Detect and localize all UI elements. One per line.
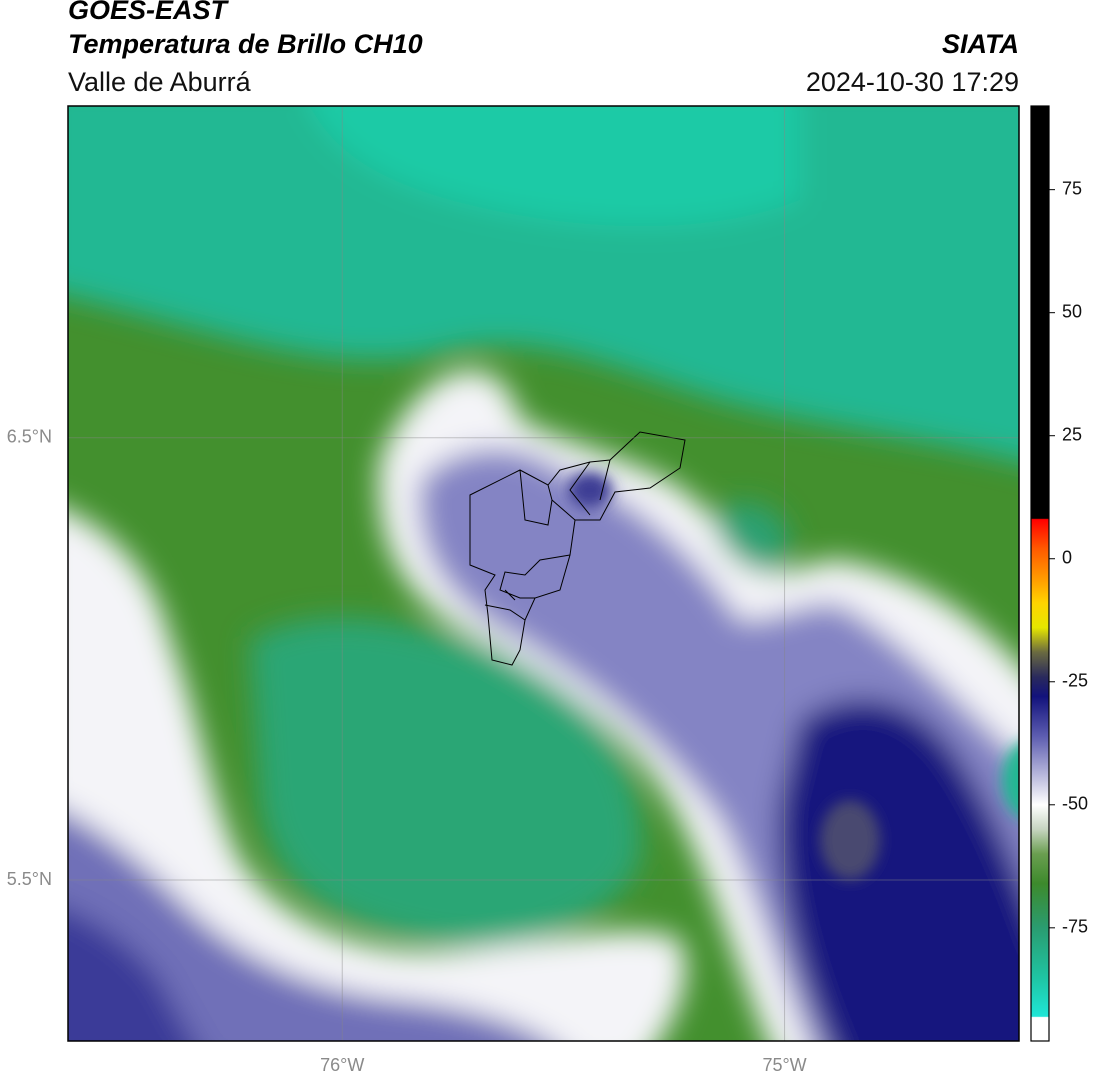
subtitle: Temperatura de Brillo CH10 xyxy=(68,29,423,59)
colorbar-tick-label: 25 xyxy=(1062,424,1082,444)
municipal-boundaries xyxy=(469,431,686,666)
plot-frame xyxy=(67,105,1020,1042)
datetime: 2024-10-30 17:29 xyxy=(806,67,1019,97)
colorbar-tick-label: -50 xyxy=(1062,794,1088,814)
y-tick-label: 6.5°N xyxy=(7,426,52,446)
x-tick-label: 76°W xyxy=(320,1055,364,1075)
colorbar-tick-label: -25 xyxy=(1062,671,1088,691)
source: SIATA xyxy=(942,29,1019,59)
colorbar xyxy=(1030,105,1050,1042)
region: Valle de Aburrá xyxy=(68,67,252,97)
x-tick-label: 75°W xyxy=(762,1055,806,1075)
brightness-field xyxy=(68,106,1019,1041)
colorbar-tick-label: 50 xyxy=(1062,301,1082,321)
colorbar-tick-label: -75 xyxy=(1062,917,1088,937)
y-tick-label: 5.5°N xyxy=(7,869,52,889)
colorbar-tick-label: 0 xyxy=(1062,547,1072,567)
colorbar-tick-label: 75 xyxy=(1062,178,1082,198)
title: GOES-EAST xyxy=(68,0,230,25)
